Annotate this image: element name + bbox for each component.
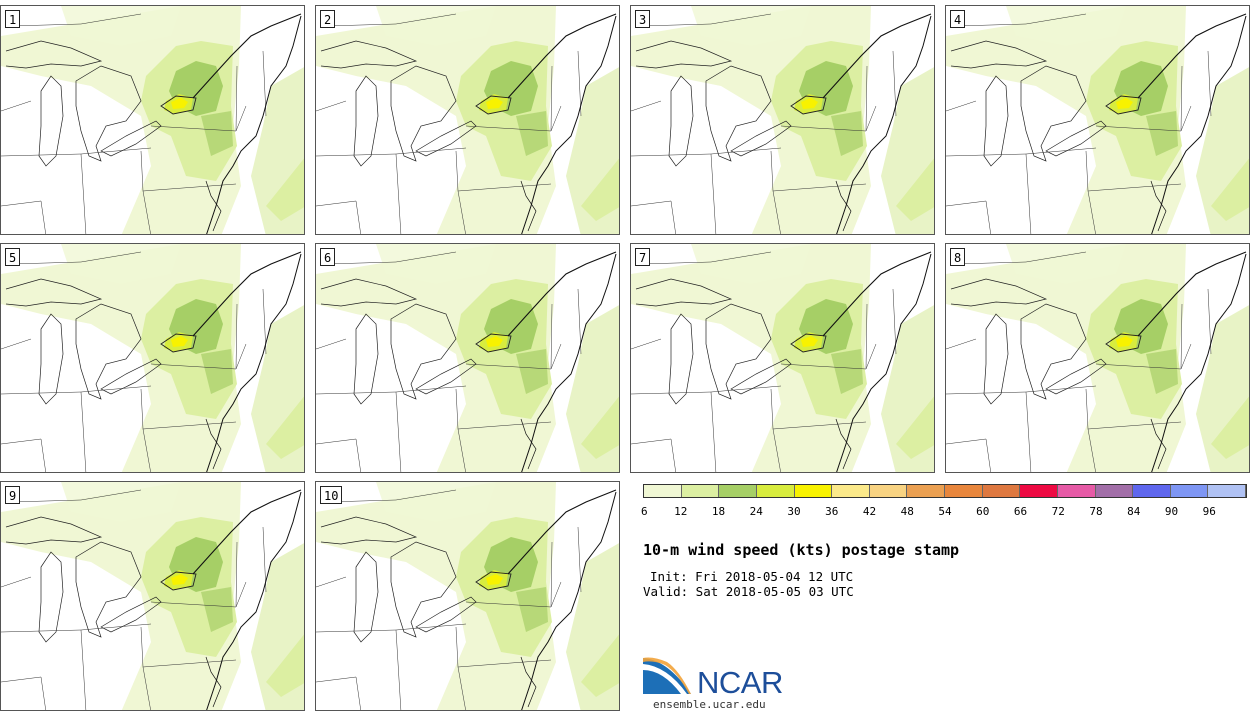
colorbar-tick-label: 36 bbox=[825, 505, 839, 518]
colorbar-tick-label: 24 bbox=[749, 505, 763, 518]
colorbar-segment bbox=[644, 485, 682, 497]
colorbar-ticks: 6 12 18 24 30 36 42 48 54 60 66 72 78 84 90 96 bbox=[641, 505, 1247, 519]
colorbar-segment bbox=[1208, 485, 1246, 497]
member-label: 6 bbox=[320, 248, 336, 266]
colorbar-segment bbox=[681, 485, 720, 497]
colorbar-tick-label: 54 bbox=[938, 505, 952, 518]
wind-map bbox=[631, 6, 934, 234]
colorbar-segment bbox=[1095, 485, 1134, 497]
member-label: 8 bbox=[950, 248, 966, 266]
member-label: 9 bbox=[5, 486, 21, 504]
member-panel-3: 3 bbox=[630, 5, 935, 235]
wind-map bbox=[631, 244, 934, 472]
colorbar-segment bbox=[756, 485, 795, 497]
colorbar-segment bbox=[1170, 485, 1209, 497]
logo-text: NCAR bbox=[697, 665, 783, 700]
member-label: 7 bbox=[635, 248, 651, 266]
colorbar-segment bbox=[1057, 485, 1096, 497]
wind-map bbox=[946, 6, 1249, 234]
member-panel-1: 1 bbox=[0, 5, 305, 235]
colorbar bbox=[643, 484, 1247, 498]
member-panel-2: 2 bbox=[315, 5, 620, 235]
member-panel-10: 10 bbox=[315, 481, 620, 711]
colorbar-segment bbox=[1020, 485, 1058, 497]
member-panel-6: 6 bbox=[315, 243, 620, 473]
wind-map bbox=[316, 482, 619, 710]
member-label: 4 bbox=[950, 10, 966, 28]
colorbar-segment bbox=[982, 485, 1021, 497]
wind-map bbox=[946, 244, 1249, 472]
colorbar-tick-label: 18 bbox=[711, 505, 726, 518]
member-panel-5: 5 bbox=[0, 243, 305, 473]
wind-map bbox=[316, 244, 619, 472]
member-panel-8: 8 bbox=[945, 243, 1250, 473]
colorbar-tick-label: 84 bbox=[1127, 505, 1141, 518]
wind-map bbox=[316, 6, 619, 234]
wind-map bbox=[1, 482, 304, 710]
member-panel-7: 7 bbox=[630, 243, 935, 473]
colorbar-tick-label: 12 bbox=[674, 505, 688, 518]
member-label: 2 bbox=[320, 10, 336, 28]
member-label: 5 bbox=[5, 248, 21, 266]
member-panel-9: 9 bbox=[0, 481, 305, 711]
colorbar-segment bbox=[1133, 485, 1171, 497]
colorbar-segment bbox=[719, 485, 757, 497]
plot-title: 10-m wind speed (kts) postage stamp bbox=[643, 541, 960, 559]
wind-map bbox=[1, 6, 304, 234]
colorbar-tick-label: 78 bbox=[1089, 505, 1103, 518]
colorbar-segment bbox=[869, 485, 908, 497]
colorbar-tick-label: 66 bbox=[1013, 505, 1028, 518]
colorbar-tick-label: 42 bbox=[862, 505, 877, 518]
colorbar-tick-label: 48 bbox=[900, 505, 914, 518]
member-label: 1 bbox=[5, 10, 21, 28]
member-panel-4: 4 bbox=[945, 5, 1250, 235]
colorbar-tick-label: 30 bbox=[787, 505, 801, 518]
ncar-logo-icon bbox=[643, 657, 691, 694]
member-label: 3 bbox=[635, 10, 651, 28]
colorbar-segment bbox=[945, 485, 983, 497]
site-url: ensemble.ucar.edu bbox=[653, 698, 766, 711]
colorbar-tick-label: 90 bbox=[1164, 505, 1179, 518]
colorbar-tick-label: 6 bbox=[641, 505, 648, 518]
colorbar-tick-label: 60 bbox=[976, 505, 990, 518]
valid-time: Valid: Sat 2018-05-05 03 UTC bbox=[643, 584, 854, 599]
colorbar-segment bbox=[907, 485, 945, 497]
colorbar-tick-label: 96 bbox=[1202, 505, 1216, 518]
init-time: Init: Fri 2018-05-04 12 UTC bbox=[650, 569, 854, 584]
colorbar-tick-label: 72 bbox=[1051, 505, 1065, 518]
colorbar-segment bbox=[832, 485, 870, 497]
member-label: 10 bbox=[320, 486, 343, 504]
colorbar-segment bbox=[794, 485, 833, 497]
wind-map bbox=[1, 244, 304, 472]
